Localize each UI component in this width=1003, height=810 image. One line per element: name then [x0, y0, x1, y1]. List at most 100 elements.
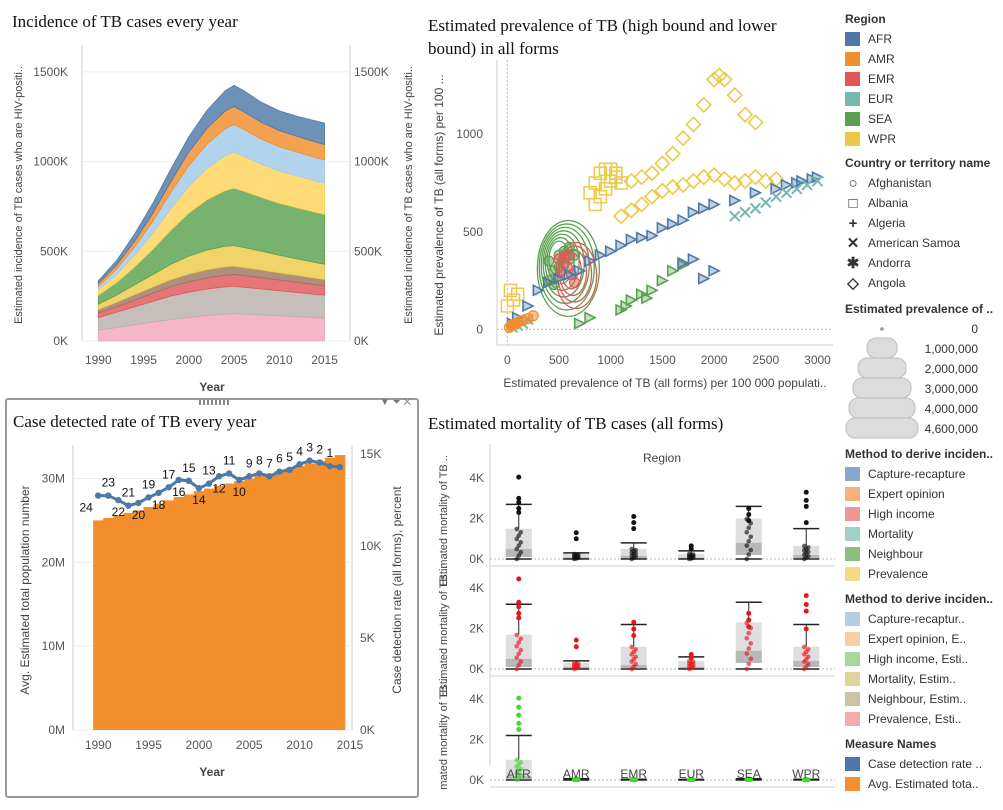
legend-method1-item[interactable]: High income — [845, 504, 993, 524]
legend-method2-item[interactable]: High income, Esti.. — [845, 649, 993, 669]
mort-outlier — [631, 633, 637, 639]
mort-header: Region — [643, 451, 681, 465]
prev-point-sea — [584, 311, 597, 324]
prev-point-eur — [749, 202, 762, 215]
legend-country-item[interactable]: ✕ American Samoa — [845, 233, 990, 253]
prev-y-tick: 500 — [463, 225, 483, 239]
mort-point — [744, 543, 750, 548]
legend-region-item[interactable]: SEA — [845, 109, 896, 129]
legend-country-item[interactable]: ◇ Angola — [845, 273, 990, 293]
mort-point — [514, 644, 520, 649]
legend-country-item[interactable]: ○ Afghanistan — [845, 173, 990, 193]
mort-point — [805, 647, 811, 652]
mort-point — [801, 543, 807, 549]
mort-outlier — [803, 489, 809, 495]
legend-method2-item[interactable]: Mortality, Estim.. — [845, 669, 993, 689]
legend-region-label: EUR — [868, 92, 894, 106]
incidence-y-tick-left: 0K — [53, 334, 68, 348]
prev-point-afr — [594, 248, 608, 262]
legend-method1-label: Mortality — [868, 527, 914, 541]
prev-point-eur — [739, 206, 751, 218]
mort-outlier — [631, 626, 637, 632]
legend-method2-label: Prevalence, Esti.. — [868, 712, 962, 726]
close-icon[interactable]: ✕ — [403, 397, 411, 408]
legend-method2-item[interactable]: Prevalence, Esti.. — [845, 709, 993, 729]
legend-region-item[interactable]: EMR — [845, 69, 896, 89]
prev-ring-cluster-0 — [538, 223, 595, 311]
legend-method2-item[interactable]: Capture-recaptur.. — [845, 609, 993, 629]
case-line-point — [115, 496, 122, 504]
legend-method1-item[interactable]: Capture-recapture — [845, 464, 993, 484]
mort-outlier — [746, 776, 752, 782]
case-bar — [193, 491, 205, 730]
case-bar — [173, 496, 185, 730]
mort-point — [744, 636, 750, 641]
mort-point — [575, 661, 581, 666]
legend-measure-label: Avg. Estimated tota.. — [868, 777, 979, 791]
legend-region-item[interactable]: AMR — [845, 49, 896, 69]
mort-point — [686, 551, 692, 557]
size-legend-label: 2,000,000 — [925, 362, 979, 376]
case-data-label: 9 — [246, 456, 253, 470]
legend-method1-item[interactable]: Expert opinion — [845, 484, 993, 504]
legend-country-item[interactable]: + Algeria — [845, 213, 990, 233]
prev-point-afr — [532, 284, 546, 297]
legend-region-item[interactable]: AFR — [845, 29, 896, 49]
legend-method2-label: Neighbour, Estim.. — [868, 692, 967, 706]
prev-point-eur — [770, 190, 782, 203]
case-data-label: 15 — [182, 461, 196, 475]
legend-measure-item[interactable]: Avg. Estimated tota.. — [845, 774, 982, 794]
legend-method2-label: High income, Esti.. — [868, 652, 969, 666]
prev-point-afr — [677, 213, 690, 227]
panel-grip-handle[interactable] — [199, 400, 229, 405]
mort-point — [690, 552, 696, 557]
filter-icon[interactable]: ⏷ — [392, 397, 401, 408]
legend-region-label: AMR — [868, 52, 895, 66]
case-line-point — [286, 466, 293, 474]
prev-x-tick: 1000 — [597, 353, 624, 367]
incidence-y-label-left: Estimated incidence of TB cases who are … — [13, 66, 25, 324]
mort-point — [629, 546, 635, 552]
legend-method1-label: Capture-recapture — [868, 467, 966, 481]
legend-method1-item[interactable]: Prevalence — [845, 564, 993, 584]
mort-point — [746, 661, 752, 667]
prev-point-wpr — [726, 86, 743, 104]
dropdown-icon[interactable]: ▼ — [379, 397, 390, 408]
case-line-point — [145, 494, 152, 501]
mort-point — [744, 666, 750, 672]
prev-point-wpr — [503, 283, 518, 298]
mort-y-tick: 0K — [469, 773, 484, 787]
legend-method1-item[interactable]: Neighbour — [845, 544, 993, 564]
diamond-icon: ◇ — [847, 275, 859, 292]
prev-point-wpr — [695, 168, 712, 186]
legend-region-swatch — [845, 132, 860, 146]
prev-point-afr — [728, 194, 742, 207]
prev-point-wpr — [685, 116, 702, 133]
prev-point-afr — [666, 217, 680, 231]
legend-method2-item[interactable]: Neighbour, Estim.. — [845, 689, 993, 709]
case-line-point — [205, 480, 213, 487]
legend-method1-swatch — [845, 527, 860, 541]
legend-region-item[interactable]: EUR — [845, 89, 896, 109]
prev-point-afr — [635, 231, 649, 244]
legend-method1-item[interactable]: Mortality — [845, 524, 993, 544]
mort-y-tick: 4K — [469, 581, 484, 595]
legend-country-item[interactable]: □ Albania — [845, 193, 990, 213]
legend-country-item[interactable]: ✱ Andorra — [845, 253, 990, 273]
prev-point-eur — [729, 210, 741, 222]
case-data-label: 20 — [132, 508, 146, 522]
legend-region-item[interactable]: WPR — [845, 129, 896, 149]
mort-outlier — [516, 499, 522, 505]
prev-point-eur — [801, 179, 813, 191]
mort-point — [746, 630, 752, 636]
prev-point-sea — [656, 274, 670, 287]
prev-point-wpr — [510, 287, 525, 301]
legend-method2-item[interactable]: Expert opinion, E.. — [845, 629, 993, 649]
prev-point-wpr — [747, 114, 764, 131]
legend-measure-item[interactable]: Case detection rate .. — [845, 754, 982, 774]
case-bar — [264, 473, 275, 730]
mort-point — [746, 646, 752, 651]
mort-point — [805, 654, 811, 660]
case-bar — [274, 470, 285, 730]
mort-outlier — [803, 626, 809, 632]
